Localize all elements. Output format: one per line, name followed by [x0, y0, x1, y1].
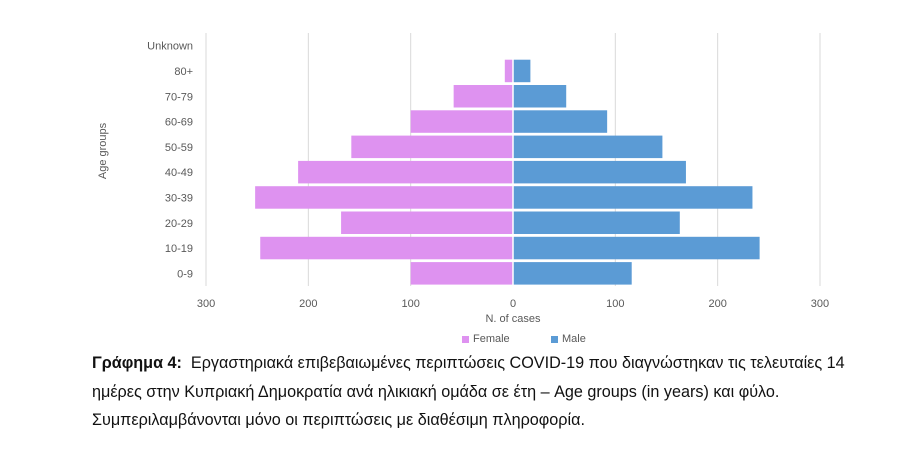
legend-male: Male: [551, 333, 586, 345]
bar-female-0-9: [410, 262, 513, 285]
bar-male-70-79: [513, 85, 567, 108]
bar-female-70-79: [453, 85, 513, 108]
bar-male-60-69: [513, 110, 608, 133]
y-tick-label: 10-19: [165, 243, 193, 255]
legend-male-swatch: [551, 335, 558, 343]
y-tick-label: 0-9: [177, 268, 193, 280]
bar-female-30-39: [255, 186, 513, 209]
y-tick-label: 80+: [174, 66, 193, 78]
bars: [255, 33, 760, 286]
x-tick-label: 100: [606, 298, 624, 310]
x-axis-label: N. of cases: [485, 313, 541, 325]
x-tick-labels: 300 200 100 0 100 200 300: [197, 298, 829, 310]
bar-male-10-19: [513, 236, 760, 260]
bar-male-20-29: [513, 211, 680, 234]
y-tick-label: 50-59: [165, 142, 193, 154]
bar-male-30-39: [513, 186, 753, 209]
bar-female-80+: [504, 59, 513, 83]
legend-female-swatch: [462, 335, 469, 343]
legend-male-label: Male: [562, 333, 586, 345]
x-tick-label: 100: [401, 298, 419, 310]
y-tick-label: 60-69: [165, 117, 193, 129]
bar-male-40-49: [513, 160, 686, 184]
bar-male-0-9: [513, 262, 632, 285]
y-tick-labels: Unknown 80+ 70-79 60-69 50-59 40-49 30-39 20-29…: [147, 41, 193, 281]
bar-female-40-49: [298, 160, 513, 184]
y-tick-label: 70-79: [165, 91, 193, 103]
y-tick-label: Unknown: [147, 41, 193, 53]
caption-label: Γράφημα 4:: [92, 354, 182, 372]
bar-female-50-59: [351, 135, 513, 159]
bar-female-10-19: [260, 236, 513, 260]
figure-caption: Γράφημα 4: Εργαστηριακά επιβεβαιωμένες π…: [92, 349, 862, 435]
population-pyramid-chart: Unknown 80+ 70-79 60-69 50-59 40-49 30-39 20-29…: [97, 33, 829, 325]
x-tick-label: 0: [510, 298, 516, 310]
y-tick-label: 40-49: [165, 167, 193, 179]
legend-female-label: Female: [473, 333, 510, 345]
y-tick-label: 30-39: [165, 192, 193, 204]
caption-text: Εργαστηριακά επιβεβαιωμένες περιπτώσεις …: [92, 354, 845, 429]
legend-female: Female: [462, 333, 510, 345]
x-tick-label: 300: [197, 298, 215, 310]
y-axis-label: Age groups: [97, 122, 109, 179]
x-tick-label: 200: [299, 298, 317, 310]
bar-female-20-29: [341, 211, 513, 234]
x-tick-label: 200: [708, 298, 726, 310]
bar-male-80+: [513, 59, 531, 83]
x-tick-label: 300: [811, 298, 829, 310]
bar-female-60-69: [410, 110, 513, 133]
y-tick-label: 20-29: [165, 218, 193, 230]
bar-male-50-59: [513, 135, 663, 159]
